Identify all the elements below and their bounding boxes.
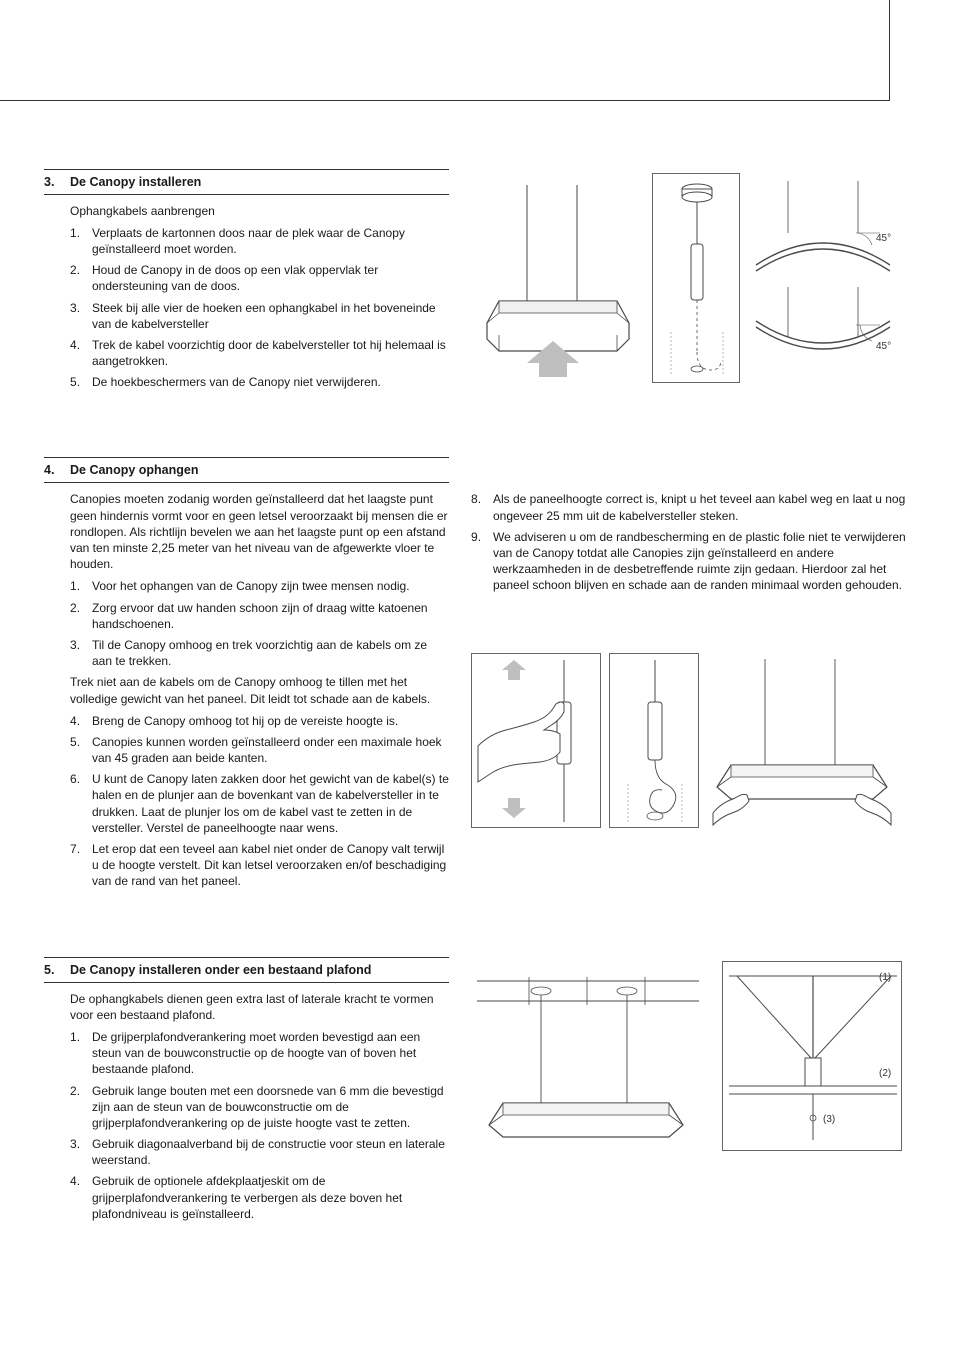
list-item: Breng de Canopy omhoog tot hij op de ver… bbox=[70, 713, 449, 729]
section-5-heading: 5. De Canopy installeren onder een besta… bbox=[44, 957, 449, 983]
section-4-intro: Canopies moeten zodanig worden geïnstall… bbox=[70, 491, 449, 572]
diagram-panel-lift bbox=[707, 653, 897, 828]
list-item: Gebruik de optionele afdekplaatjeskit om… bbox=[70, 1173, 449, 1222]
section-3-heading: 3. De Canopy installeren bbox=[44, 169, 449, 195]
section-5-text: 5. De Canopy installeren onder een besta… bbox=[44, 957, 449, 1227]
section-5-steps: De grijperplafondverankering moet worden… bbox=[70, 1029, 449, 1222]
section-3-steps: Verplaats de kartonnen doos naar de plek… bbox=[70, 225, 449, 391]
list-item: Til de Canopy omhoog en trek voorzichtig… bbox=[70, 637, 449, 669]
section-4-steps-1-3: Voor het ophangen van de Canopy zijn twe… bbox=[70, 578, 449, 669]
section-3-subhead: Ophangkabels aanbrengen bbox=[70, 203, 449, 220]
section-3-title: De Canopy installeren bbox=[70, 175, 449, 189]
list-item: Houd de Canopy in de doos op een vlak op… bbox=[70, 262, 449, 294]
diagram-bracing-detail: (1) (2) (3) bbox=[722, 961, 902, 1151]
section-4-number: 4. bbox=[44, 463, 70, 477]
section-3-diagrams: 45° 45° bbox=[469, 169, 914, 383]
list-item: Voor het ophangen van de Canopy zijn twe… bbox=[70, 578, 449, 594]
list-item: We adviseren u om de randbescherming en … bbox=[471, 529, 914, 594]
svg-text:(1): (1) bbox=[879, 972, 891, 983]
list-item: Canopies kunnen worden geïnstalleerd ond… bbox=[70, 734, 449, 766]
list-item: U kunt de Canopy laten zakken door het g… bbox=[70, 771, 449, 836]
section-5-diagrams: (1) (2) (3) bbox=[469, 957, 914, 1151]
list-item: De hoekbeschermers van de Canopy niet ve… bbox=[70, 374, 449, 390]
top-horizontal-rule bbox=[0, 100, 890, 101]
list-item: Verplaats de kartonnen doos naar de plek… bbox=[70, 225, 449, 257]
top-vertical-rule bbox=[889, 0, 890, 100]
section-3-text: 3. De Canopy installeren Ophangkabels aa… bbox=[44, 169, 449, 395]
diagram-ceiling-mount bbox=[469, 961, 714, 1151]
diagram-angle: 45° 45° bbox=[748, 173, 898, 383]
svg-text:45°: 45° bbox=[876, 341, 891, 352]
diagram-cable-adjuster bbox=[652, 173, 740, 383]
list-item: Trek de kabel voorzichtig door de kabelv… bbox=[70, 337, 449, 369]
content-area: 3. De Canopy installeren Ophangkabels aa… bbox=[44, 169, 914, 1289]
section-3: 3. De Canopy installeren Ophangkabels aa… bbox=[44, 169, 914, 395]
section-5-number: 5. bbox=[44, 963, 70, 977]
section-4-heading: 4. De Canopy ophangen bbox=[44, 457, 449, 483]
svg-text:(3): (3) bbox=[823, 1114, 835, 1125]
list-item: Gebruik lange bouten met een doorsnede v… bbox=[70, 1083, 449, 1132]
section-4-steps-8-9: Als de paneelhoogte correct is, knipt u … bbox=[471, 491, 914, 593]
svg-text:(2): (2) bbox=[879, 1068, 891, 1079]
section-5-intro: De ophangkabels dienen geen extra last o… bbox=[70, 991, 449, 1023]
diagram-coiled-cable bbox=[609, 653, 699, 828]
section-4: 4. De Canopy ophangen Canopies moeten zo… bbox=[44, 457, 914, 894]
diagram-box-insert bbox=[469, 173, 644, 383]
section-3-number: 3. bbox=[44, 175, 70, 189]
section-4-columns: Canopies moeten zodanig worden geïnstall… bbox=[44, 491, 914, 894]
section-4-left-col: Canopies moeten zodanig worden geïnstall… bbox=[44, 491, 449, 894]
svg-text:45°: 45° bbox=[876, 233, 891, 244]
list-item: De grijperplafondverankering moet worden… bbox=[70, 1029, 449, 1078]
section-4-title: De Canopy ophangen bbox=[70, 463, 449, 477]
section-5: 5. De Canopy installeren onder een besta… bbox=[44, 957, 914, 1227]
section-4-steps-4-7: Breng de Canopy omhoog tot hij op de ver… bbox=[70, 713, 449, 890]
section-5-title: De Canopy installeren onder een bestaand… bbox=[70, 963, 449, 977]
section-4-diagrams bbox=[471, 649, 914, 828]
diagram-hand-pinch bbox=[471, 653, 601, 828]
list-item: Let erop dat een teveel aan kabel niet o… bbox=[70, 841, 449, 890]
list-item: Steek bij alle vier de hoeken een ophang… bbox=[70, 300, 449, 332]
page: 3. De Canopy installeren Ophangkabels aa… bbox=[0, 0, 960, 1358]
list-item: Als de paneelhoogte correct is, knipt u … bbox=[471, 491, 914, 523]
section-4-right-col: Als de paneelhoogte correct is, knipt u … bbox=[471, 491, 914, 894]
section-4-note: Trek niet aan de kabels om de Canopy omh… bbox=[70, 674, 449, 706]
list-item: Gebruik diagonaalverband bij de construc… bbox=[70, 1136, 449, 1168]
list-item: Zorg ervoor dat uw handen schoon zijn of… bbox=[70, 600, 449, 632]
